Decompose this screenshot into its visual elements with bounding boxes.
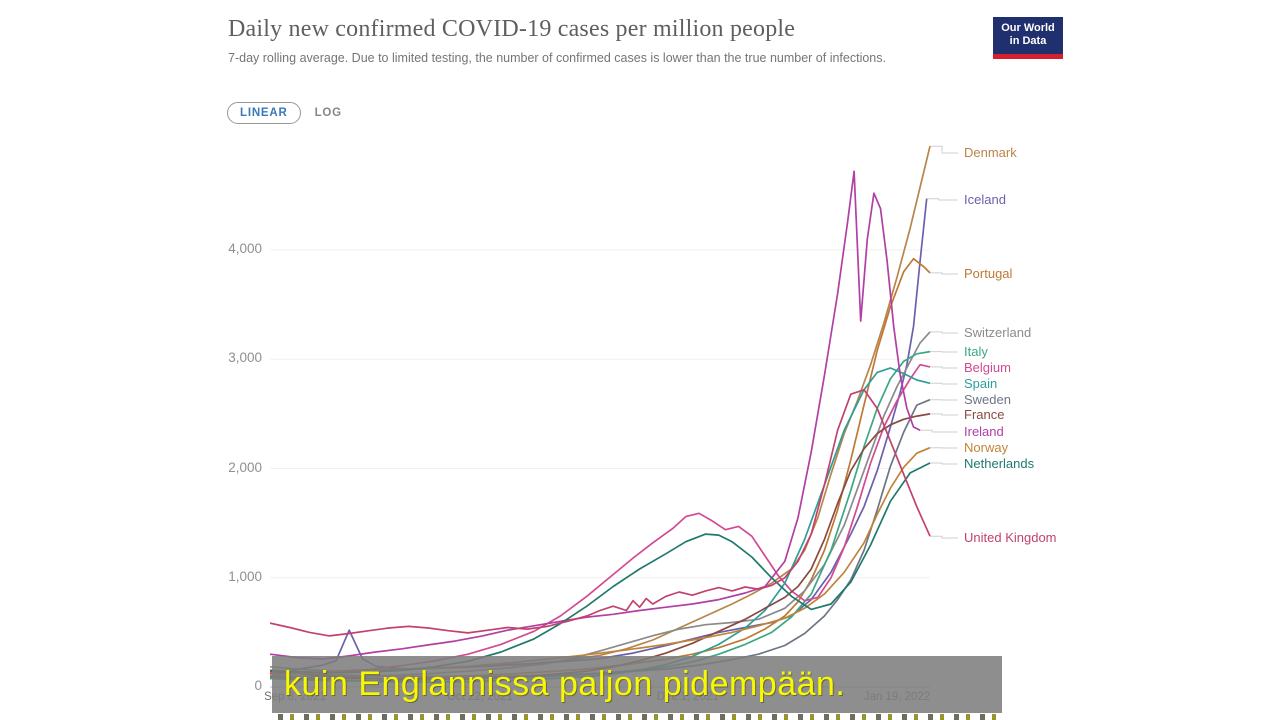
subtitle-caption-bar: kuin Englannissa paljon pidempään.	[272, 656, 1002, 713]
series-label-switzerland: Switzerland	[964, 325, 1032, 340]
owid-logo-line2: in Data	[1009, 35, 1047, 47]
series-label-denmark: Denmark	[964, 145, 1017, 160]
series-label-norway: Norway	[964, 440, 1009, 455]
owid-logo[interactable]: Our World in Data	[993, 17, 1063, 59]
series-label-ireland: Ireland	[964, 424, 1004, 439]
series-label-netherlands: Netherlands	[964, 456, 1035, 471]
y-tick-label: 1,000	[228, 568, 262, 584]
owid-logo-red-bar	[993, 54, 1063, 59]
series-label-france: France	[964, 407, 1005, 422]
series-label-italy: Italy	[964, 344, 988, 359]
y-tick-label: 0	[254, 678, 262, 693]
series-label-sweden: Sweden	[964, 392, 1011, 407]
subtitle-next-line-fringe	[278, 714, 1004, 720]
scale-toggle: LINEAR LOG	[227, 102, 356, 124]
y-tick-label: 3,000	[228, 350, 262, 366]
linear-button[interactable]: LINEAR	[227, 102, 301, 124]
y-tick-label: 2,000	[228, 459, 262, 475]
owid-logo-text: Our World in Data	[993, 17, 1063, 54]
series-label-portugal: Portugal	[964, 266, 1013, 281]
chart-title: Daily new confirmed COVID-19 cases per m…	[228, 16, 796, 42]
series-label-iceland: Iceland	[964, 192, 1006, 207]
series-label-spain: Spain	[964, 376, 998, 391]
series-label-belgium: Belgium	[964, 360, 1011, 375]
log-button[interactable]: LOG	[314, 107, 342, 119]
chart-subtitle: 7-day rolling average. Due to limited te…	[228, 51, 886, 65]
subtitle-caption-text: kuin Englannissa paljon pidempään.	[284, 665, 846, 703]
series-label-united-kingdom: United Kingdom	[964, 530, 1057, 545]
owid-logo-line1: Our World	[1001, 22, 1055, 34]
chart-svg[interactable]	[270, 140, 962, 688]
y-tick-label: 4,000	[228, 241, 262, 256]
